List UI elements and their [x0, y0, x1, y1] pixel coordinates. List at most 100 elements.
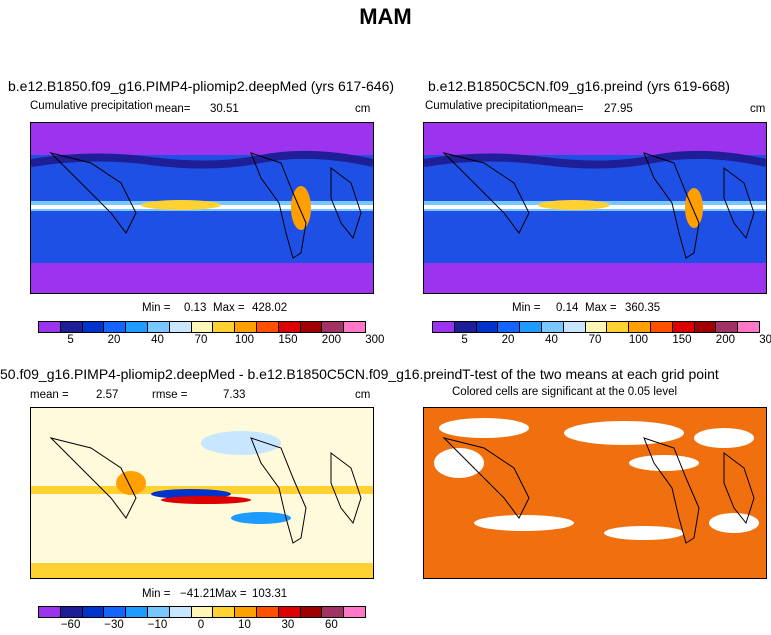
legend3-bar-swatch-1 — [60, 607, 83, 617]
panel1-min-value: 0.13 — [184, 302, 207, 314]
panel1-units: cm — [355, 103, 371, 115]
panel4-coast-africa — [723, 452, 755, 525]
legend1-bar-swatch-4 — [126, 322, 148, 332]
panel1-mean-value: 30.51 — [210, 103, 239, 115]
panel2-map-svg — [424, 123, 766, 293]
legend1-bar-swatch-0 — [39, 322, 61, 332]
panel3-max-label: Max = — [215, 588, 247, 600]
panel1-polar-north — [31, 123, 373, 155]
legend3-bar-swatch-13 — [322, 607, 345, 617]
panel2-warm-pool — [538, 200, 610, 210]
legend2-ticks-label-5: 150 — [672, 334, 692, 346]
legend1-bar-swatch-5 — [147, 322, 170, 332]
legend1-bar-swatch-8 — [213, 322, 236, 332]
legend1-ticks-label-0: 5 — [67, 334, 74, 346]
legend1-ticks-label-7: 300 — [365, 334, 385, 346]
panel1-max-label: Max = — [213, 302, 245, 314]
panel3-rmse-label: rmse = — [152, 389, 188, 401]
legend2-ticks-label-0: 5 — [461, 334, 468, 346]
legend2-bar — [432, 321, 760, 333]
legend1-bar-swatch-14 — [344, 322, 365, 332]
legend3-bar-swatch-3 — [104, 607, 127, 617]
panel3-coast-africa — [330, 452, 362, 525]
panel4-subtitle: Colored cells are significant at the 0.0… — [452, 386, 678, 398]
legend3-ticks-label-6: 60 — [324, 619, 338, 631]
legend3-bar-swatch-0 — [39, 607, 61, 617]
legend3-ticks-label-4: 10 — [238, 619, 251, 631]
panel3-coast-americas — [250, 437, 307, 544]
legend1-bar — [38, 321, 366, 333]
legend1-ticks-label-4: 100 — [234, 334, 255, 346]
panel4-insignificant-3 — [694, 428, 754, 448]
legend3-bar-swatch-4 — [126, 607, 148, 617]
panel1-title: b.e12.B1850.f09_g16.PIMP4-pliomip2.deepM… — [8, 78, 395, 94]
legend2-bar-swatch-3 — [498, 322, 521, 332]
legend3-ticks-label-5: 30 — [281, 619, 295, 631]
panel3-min-value: −41.21 — [180, 588, 216, 600]
panel2-title: b.e12.B1850C5CN.f09_g16.preind (yrs 619-… — [428, 78, 730, 94]
panel3-mean-value: 2.57 — [96, 389, 119, 401]
legend2-ticks-label-6: 200 — [715, 334, 735, 346]
panel2-max-value: 360.35 — [625, 302, 661, 314]
panel2-map — [423, 122, 767, 294]
legend3-ticks-label-1: −30 — [104, 619, 124, 631]
legend3-bar-swatch-14 — [344, 607, 365, 617]
panel2-polar-north — [424, 123, 766, 155]
panel3-max-value: 103.31 — [252, 588, 288, 600]
panel1-min-label: Min = — [142, 302, 171, 314]
panel3-rmse-value: 7.33 — [223, 389, 246, 401]
legend1-ticks-label-1: 20 — [107, 334, 121, 346]
panel4-insignificant-4 — [434, 448, 484, 478]
legend3-bar-swatch-7 — [191, 607, 214, 617]
panel1-subtitle: Cumulative precipitation — [30, 100, 153, 112]
panel3-map — [30, 407, 374, 579]
legend2-bar-swatch-13 — [716, 322, 739, 332]
legend3-ticks-label-3: 0 — [197, 619, 205, 631]
panel4-insignificant-2 — [564, 421, 684, 445]
legend2-bar-swatch-0 — [433, 322, 455, 332]
panel3-wet-band — [161, 496, 251, 504]
legend1-bar-swatch-6 — [169, 322, 192, 332]
panel3-min-label: Min = — [142, 588, 171, 600]
panel1-coast-africa — [330, 167, 362, 240]
legend3-bar-swatch-6 — [169, 607, 192, 617]
panel1-coast-eurasia — [49, 152, 137, 234]
legend1-bar-swatch-9 — [235, 322, 257, 332]
panel2-mean-label: mean= — [548, 103, 584, 115]
panel2-coast-eurasia — [442, 152, 530, 234]
panel1-warm-pool — [141, 200, 221, 210]
legend1-bar-swatch-3 — [104, 322, 127, 332]
panel3-coast-eurasia — [49, 437, 137, 519]
panel2-units: cm — [750, 103, 766, 115]
legend3-bar-swatch-8 — [213, 607, 236, 617]
panel1-coast-americas — [250, 152, 307, 259]
panel2-coast-africa — [723, 167, 755, 240]
legend2-ticks-label-2: 40 — [545, 334, 558, 346]
panel4-insignificant-7 — [604, 526, 684, 540]
panel2-amazon — [685, 188, 703, 228]
legend2-bar-swatch-1 — [454, 322, 477, 332]
panel4-insignificant-5 — [629, 455, 699, 471]
legend2-bar-swatch-9 — [629, 322, 651, 332]
legend3-bar-swatch-5 — [147, 607, 170, 617]
legend2-bar-swatch-6 — [563, 322, 586, 332]
panel2-min-value: 0.14 — [556, 302, 579, 314]
panel4-map — [423, 407, 767, 579]
panel1-max-value: 428.02 — [252, 302, 288, 314]
legend3-bar-swatch-10 — [256, 607, 279, 617]
legend3-bar-swatch-9 — [235, 607, 257, 617]
panel3-southern-ring — [31, 563, 373, 578]
panel4-map-svg — [424, 408, 766, 578]
legend3-bar-swatch-12 — [300, 607, 323, 617]
legend2-ticks-label-4: 100 — [628, 334, 649, 346]
legend3-bar-swatch-2 — [82, 607, 105, 617]
legend3-ticks-label-0: −60 — [60, 619, 81, 631]
panel1-map-svg — [31, 123, 373, 293]
panel3-dry-south — [231, 512, 291, 524]
legend2-ticks-label-7: 300 — [759, 334, 771, 346]
panel1-amazon — [291, 186, 311, 230]
panel3-wet-indian — [116, 471, 146, 495]
panel3-map-svg — [31, 408, 373, 578]
legend2-bar-swatch-2 — [476, 322, 499, 332]
legend1-ticks-label-3: 70 — [194, 334, 208, 346]
